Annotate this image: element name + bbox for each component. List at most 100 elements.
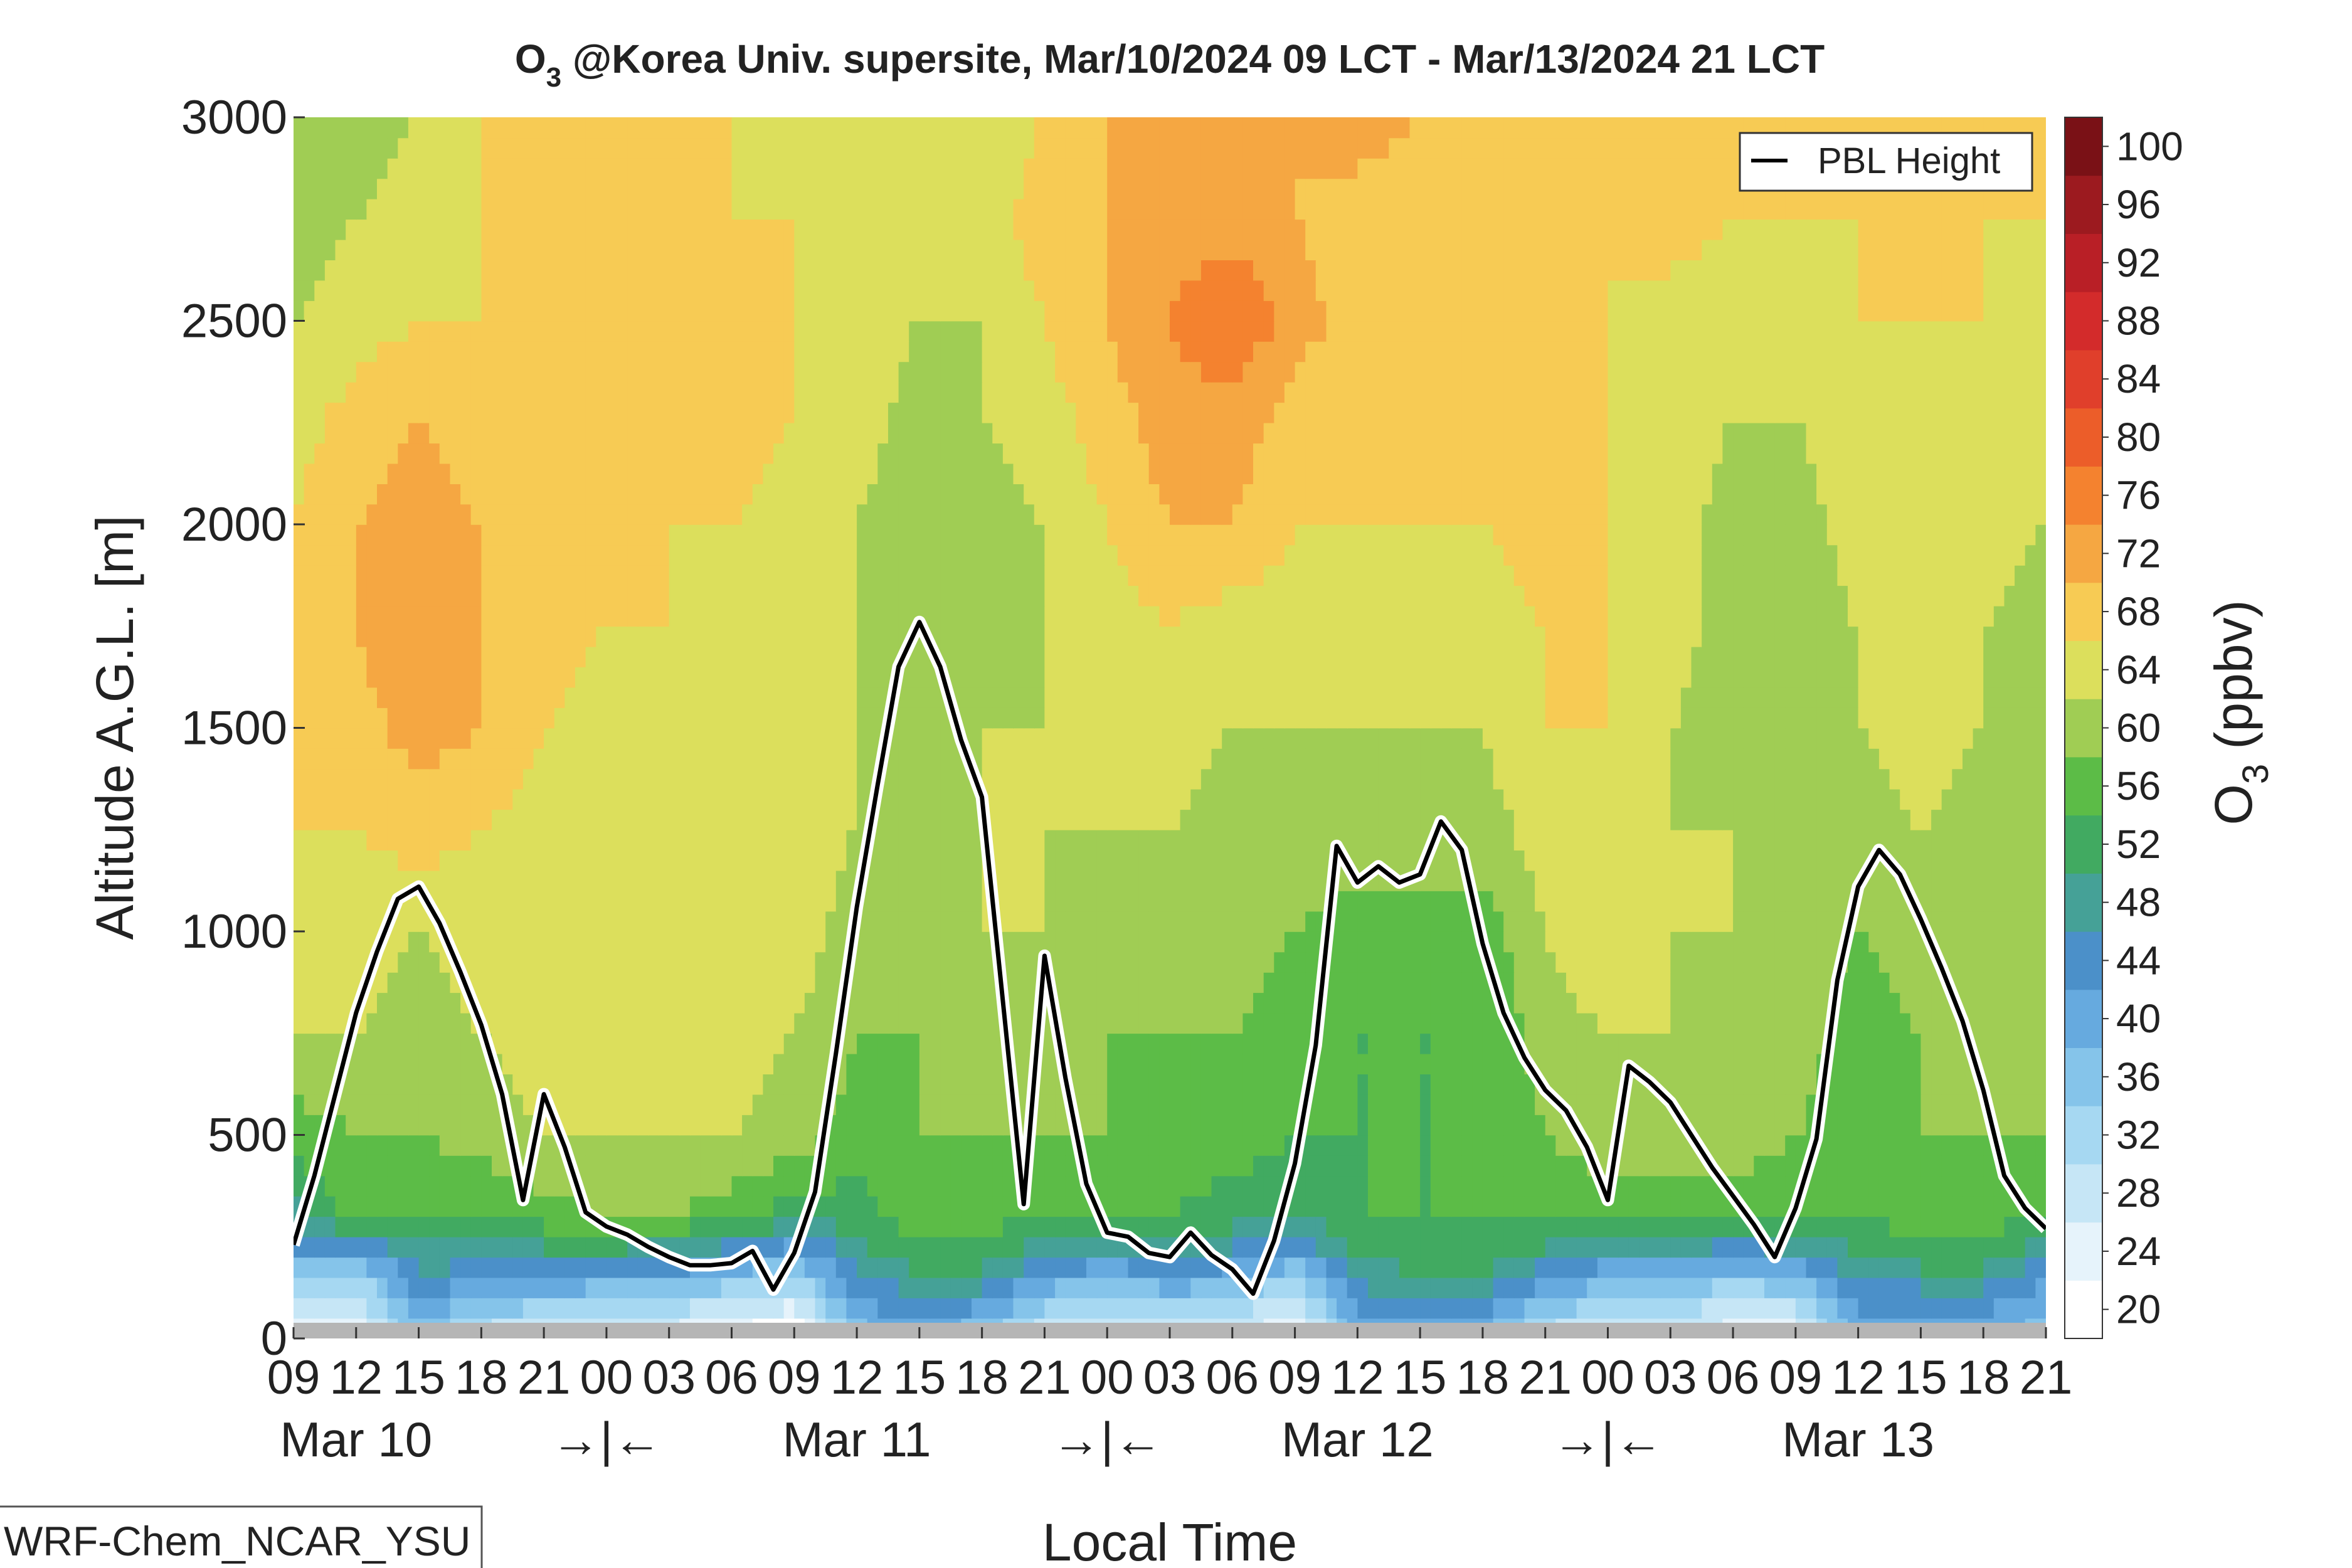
heatmap-cell bbox=[596, 1135, 607, 1156]
heatmap-cell bbox=[950, 931, 962, 953]
heatmap-cell bbox=[1430, 1135, 1442, 1156]
heatmap-cell bbox=[1618, 829, 1629, 850]
heatmap-cell bbox=[1076, 1012, 1087, 1034]
heatmap-cell bbox=[835, 768, 847, 790]
heatmap-cell bbox=[1545, 768, 1557, 790]
heatmap-cell bbox=[1409, 1094, 1421, 1115]
heatmap-cell bbox=[1900, 1216, 1911, 1237]
heatmap-cell bbox=[1910, 1195, 1922, 1217]
heatmap-cell bbox=[1754, 748, 1765, 770]
heatmap-cell bbox=[1920, 1115, 1932, 1136]
heatmap-cell bbox=[377, 1012, 388, 1034]
heatmap-cell bbox=[617, 829, 628, 850]
heatmap-cell bbox=[1889, 1277, 1900, 1298]
heatmap-cell bbox=[930, 1298, 941, 1319]
heatmap-cell bbox=[1576, 1175, 1587, 1197]
heatmap-cell bbox=[1858, 829, 1869, 850]
heatmap-cell bbox=[554, 788, 566, 810]
heatmap-cell bbox=[930, 891, 941, 912]
heatmap-cell bbox=[1086, 748, 1098, 770]
heatmap-cell bbox=[1420, 1298, 1431, 1319]
heatmap-cell bbox=[1868, 1277, 1880, 1298]
heatmap-cell bbox=[314, 748, 326, 770]
heatmap-cell bbox=[1878, 911, 1890, 932]
heatmap-cell bbox=[1983, 1053, 1994, 1074]
heatmap-cell bbox=[575, 972, 586, 993]
heatmap-cell bbox=[919, 931, 931, 953]
heatmap-cell bbox=[1545, 931, 1557, 953]
heatmap-cell bbox=[731, 1216, 743, 1237]
heatmap-cell bbox=[1566, 850, 1577, 871]
heatmap-cell bbox=[1315, 1298, 1327, 1319]
heatmap-cell bbox=[1441, 1298, 1452, 1319]
heatmap-cell bbox=[617, 870, 628, 891]
heatmap-cell bbox=[2015, 931, 2026, 953]
heatmap-cell bbox=[888, 1236, 899, 1258]
heatmap-cell bbox=[1826, 1094, 1838, 1115]
heatmap-cell bbox=[1378, 1135, 1389, 1156]
heatmap-cell bbox=[898, 951, 909, 973]
heatmap-cell bbox=[1826, 1135, 1838, 1156]
heatmap-cell bbox=[1263, 809, 1275, 830]
heatmap-cell bbox=[627, 1033, 638, 1054]
heatmap-cell bbox=[1138, 911, 1150, 932]
heatmap-cell bbox=[1587, 850, 1598, 871]
heatmap-cell bbox=[1107, 911, 1118, 932]
heatmap-cell bbox=[533, 1053, 544, 1074]
heatmap-cell bbox=[648, 1195, 659, 1217]
heatmap-cell bbox=[575, 1216, 586, 1237]
heatmap-cell bbox=[1096, 809, 1108, 830]
heatmap-cell bbox=[1200, 768, 1212, 790]
heatmap-cell bbox=[585, 870, 597, 891]
heatmap-cell bbox=[679, 728, 691, 749]
heatmap-cell bbox=[731, 911, 743, 932]
heatmap-cell bbox=[1034, 1236, 1046, 1258]
heatmap-cell bbox=[679, 1135, 691, 1156]
heatmap-cell bbox=[522, 891, 534, 912]
heatmap-cell bbox=[533, 748, 544, 770]
heatmap-cell bbox=[460, 1094, 472, 1115]
heatmap-cell bbox=[1232, 1053, 1244, 1074]
heatmap-cell bbox=[835, 829, 847, 850]
heatmap-cell bbox=[961, 1298, 972, 1319]
heatmap-cell bbox=[1524, 1257, 1535, 1278]
heatmap-cell bbox=[742, 1175, 753, 1197]
heatmap-cell bbox=[919, 1094, 931, 1115]
heatmap-cell bbox=[1107, 809, 1118, 830]
heatmap-cell bbox=[1190, 1135, 1202, 1156]
heatmap-cell bbox=[1555, 870, 1567, 891]
heatmap-cell bbox=[366, 870, 378, 891]
heatmap-cell bbox=[1295, 1277, 1306, 1298]
heatmap-cell bbox=[1055, 748, 1066, 770]
heatmap-cell bbox=[1670, 788, 1682, 810]
heatmap-cell bbox=[1076, 829, 1087, 850]
heatmap-cell bbox=[1733, 1135, 1744, 1156]
heatmap-cell bbox=[1399, 728, 1411, 749]
heatmap-cell bbox=[992, 1155, 1004, 1177]
heatmap-cell bbox=[1055, 850, 1066, 871]
heatmap-cell bbox=[1305, 891, 1316, 912]
heatmap-cell bbox=[1576, 870, 1587, 891]
heatmap-cell bbox=[1159, 829, 1170, 850]
heatmap-cell bbox=[1482, 809, 1494, 830]
heatmap-cell bbox=[846, 850, 857, 871]
heatmap-cell bbox=[1848, 1216, 1859, 1237]
heatmap-cell bbox=[1430, 891, 1442, 912]
heatmap-cell bbox=[679, 972, 691, 993]
heatmap-cell bbox=[450, 1236, 461, 1258]
heatmap-cell bbox=[659, 1175, 670, 1197]
heatmap-cell bbox=[398, 1115, 409, 1136]
heatmap-cell bbox=[418, 1298, 430, 1319]
heatmap-cell bbox=[1076, 870, 1087, 891]
heatmap-cell bbox=[1461, 809, 1473, 830]
heatmap-cell bbox=[439, 1175, 451, 1197]
heatmap-cell bbox=[1263, 1298, 1275, 1319]
heatmap-cell bbox=[356, 1115, 368, 1136]
heatmap-cell bbox=[1472, 1257, 1483, 1278]
heatmap-cell bbox=[731, 1012, 743, 1034]
heatmap-cell bbox=[1034, 829, 1046, 850]
heatmap-cell bbox=[1952, 1277, 1963, 1298]
heatmap-cell bbox=[1493, 911, 1504, 932]
heatmap-cell bbox=[888, 951, 899, 973]
heatmap-cell bbox=[1535, 1236, 1546, 1258]
